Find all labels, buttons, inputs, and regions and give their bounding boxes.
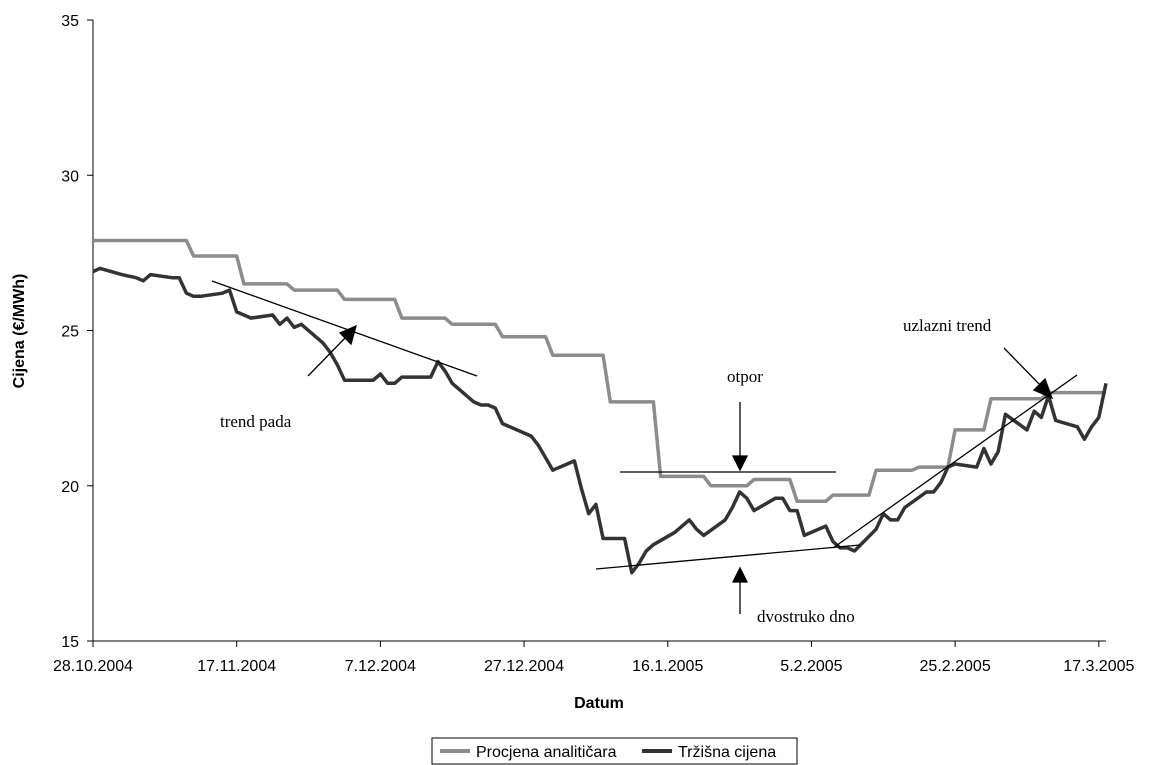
uzlazni-trend-line: [832, 374, 1078, 549]
x-ticks: 28.10.2004 17.11.2004 7.12.2004 27.12.2004 1…: [53, 641, 1135, 675]
series-line-analyst-estimate: [93, 238, 1106, 504]
trend-pada-arrow-shaft: [307, 333, 350, 377]
otpor-arrowhead: [731, 455, 749, 472]
trend-pada-arrowhead: [338, 324, 357, 346]
uzlazni-trend-arrow-shaft: [1003, 347, 1044, 389]
series-layer: [92, 238, 1108, 575]
x-tick-label: 7.12.2004: [345, 658, 416, 675]
annotation-trend-pada: trend pada: [220, 412, 292, 431]
trend-pada-line: [211, 280, 478, 377]
x-tick-label: 25.2.2005: [920, 658, 991, 675]
y-axis-title: Cijena (€/MWh): [11, 274, 28, 389]
x-tick-label: 28.10.2004: [53, 658, 133, 675]
y-tick-label: 25: [61, 324, 79, 341]
y-tick-label: 15: [61, 634, 79, 651]
x-tick-label: 17.3.2005: [1063, 658, 1134, 675]
annotation-uzlazni-trend: uzlazni trend: [903, 316, 992, 335]
annotation-otpor: otpor: [727, 367, 763, 386]
legend-label-market: Tržišna cijena: [678, 744, 776, 761]
y-tick-label: 35: [61, 13, 79, 30]
dvostruko-dno-arrowhead: [731, 566, 749, 583]
series-line-market-price: [92, 266, 1108, 575]
x-tick-label: 5.2.2005: [780, 658, 842, 675]
y-tick-label: 20: [61, 479, 79, 496]
y-ticks: 15 20 25 30 35: [61, 13, 93, 651]
y-tick-label: 30: [61, 168, 79, 185]
annotation-arrows: [307, 324, 1054, 614]
x-tick-label: 16.1.2005: [632, 658, 703, 675]
legend-label-analyst: Procjena analitičara: [476, 744, 617, 761]
trend-lines: [211, 280, 1078, 570]
legend-box: [431, 737, 798, 765]
dvostruko-dno-line: [595, 544, 861, 570]
x-axis-title: Datum: [574, 695, 624, 712]
x-tick-label: 27.12.2004: [484, 658, 564, 675]
x-tick-label: 17.11.2004: [197, 658, 276, 675]
legend: Procjena analitičara Tržišna cijena: [431, 737, 798, 765]
uzlazni-trend-arrowhead: [1032, 377, 1054, 400]
annotation-dvostruko-dno: dvostruko dno: [757, 607, 855, 626]
